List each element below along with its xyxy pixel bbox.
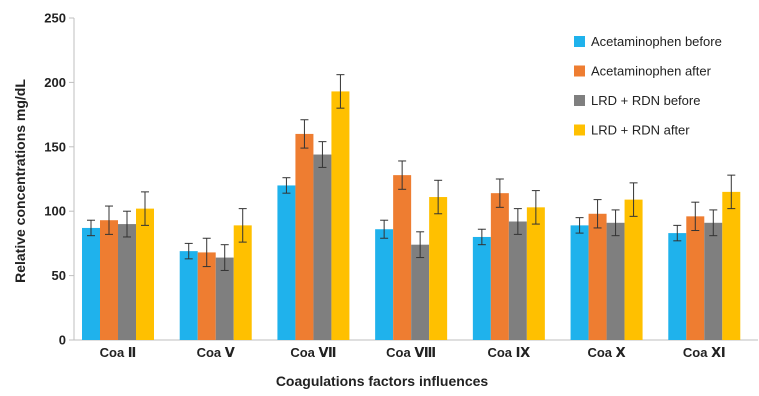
bar bbox=[233, 225, 252, 340]
y-tick-label: 250 bbox=[44, 11, 66, 26]
bar bbox=[215, 257, 234, 340]
bar bbox=[331, 91, 350, 340]
bar bbox=[100, 220, 118, 340]
bar bbox=[570, 225, 589, 340]
bar bbox=[526, 207, 545, 340]
y-tick-label: 50 bbox=[52, 268, 66, 283]
legend-swatch bbox=[574, 65, 585, 77]
legend: Acetaminophen before Acetaminophen after L… bbox=[574, 34, 722, 138]
bar bbox=[508, 221, 527, 340]
bar bbox=[375, 229, 394, 340]
bar bbox=[277, 185, 296, 340]
x-tick-label: Coa Ⅸ bbox=[487, 345, 530, 360]
bar bbox=[197, 252, 216, 340]
legend-swatch bbox=[574, 36, 585, 47]
bar bbox=[624, 199, 643, 340]
x-axis-title: Coagulations factors influences bbox=[276, 373, 489, 389]
axes-layer: 0 50 100 150 200 250 Coa Ⅱ Coa Ⅴ Coa Ⅶ Coa Ⅷ Coa Ⅸ… bbox=[44, 11, 758, 360]
bar bbox=[588, 213, 607, 340]
y-tick-label: 100 bbox=[44, 204, 66, 219]
bar bbox=[429, 197, 448, 340]
y-tick-label: 150 bbox=[44, 139, 66, 154]
bar bbox=[490, 193, 509, 340]
bar bbox=[118, 224, 136, 340]
x-tick-label: Coa Ⅱ bbox=[100, 345, 137, 360]
legend-label: Acetaminophen before bbox=[591, 34, 722, 49]
bar bbox=[606, 222, 625, 340]
bar bbox=[313, 154, 332, 340]
x-tick-label: Coa Ⅶ bbox=[290, 345, 336, 360]
bar bbox=[722, 191, 741, 340]
bar bbox=[704, 222, 723, 340]
legend-swatch bbox=[574, 95, 585, 106]
y-axis-title: Relative concentrations mg/dL bbox=[12, 79, 28, 283]
x-tick-label: Coa Ⅷ bbox=[386, 345, 436, 360]
x-tick-label: Coa Ⅺ bbox=[683, 345, 726, 360]
bars-layer bbox=[82, 91, 741, 340]
bar bbox=[136, 208, 154, 340]
bar bbox=[179, 251, 198, 340]
bar bbox=[295, 133, 314, 340]
x-tick-label: Coa Ⅹ bbox=[587, 345, 625, 360]
error-bars-layer bbox=[87, 74, 736, 271]
y-tick-label: 200 bbox=[44, 75, 66, 90]
bar bbox=[82, 227, 100, 340]
bar bbox=[472, 236, 491, 340]
bar bbox=[411, 244, 430, 340]
legend-label: LRD + RDN after bbox=[591, 123, 690, 138]
legend-label: Acetaminophen after bbox=[591, 64, 712, 79]
x-tick-label: Coa Ⅴ bbox=[197, 345, 235, 360]
legend-swatch bbox=[574, 124, 585, 136]
y-tick-label: 0 bbox=[59, 333, 66, 348]
bar bbox=[686, 216, 705, 340]
bar bbox=[393, 175, 412, 340]
legend-label: LRD + RDN before bbox=[591, 93, 700, 108]
bar bbox=[668, 233, 687, 340]
